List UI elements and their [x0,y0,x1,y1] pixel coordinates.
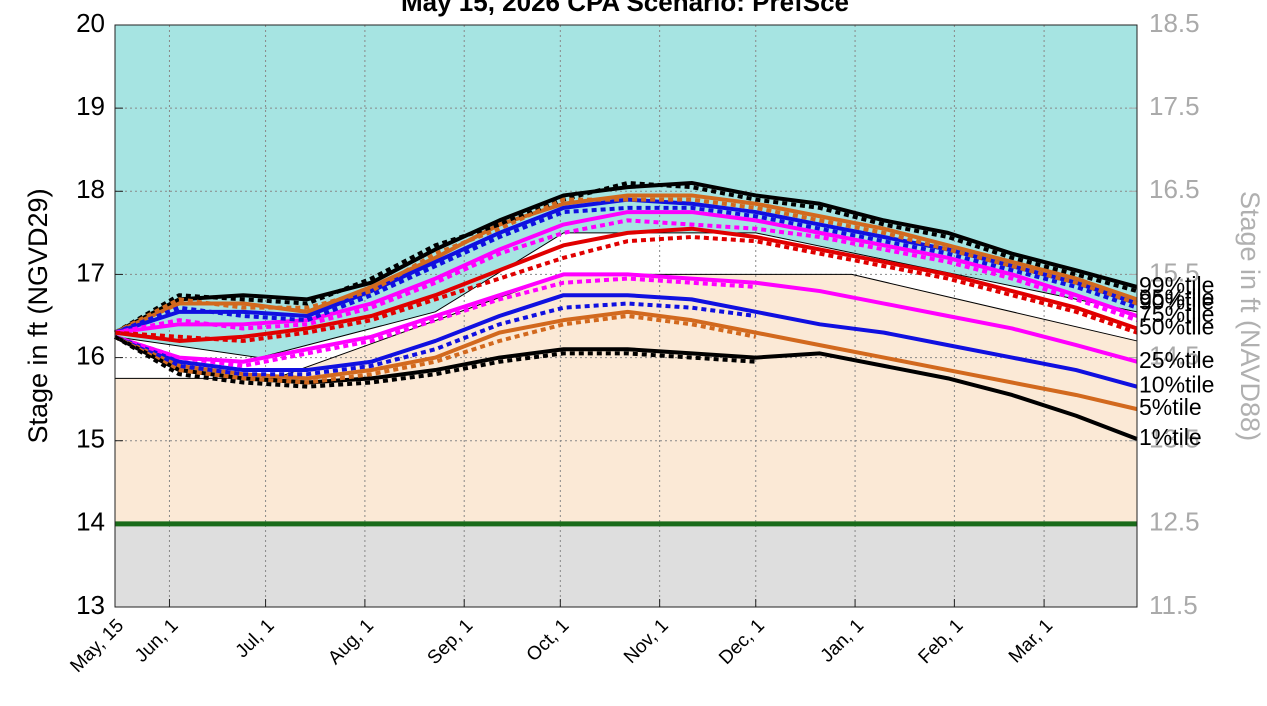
end-label: 95%tile [1139,284,1214,310]
end-label: 50%tile [1139,314,1214,340]
x-tick-label: Feb, 1 [915,615,968,668]
floor-zone [115,523,1137,607]
dashed-line [113,335,756,389]
series-line [114,293,1138,389]
y2-tick-label: 15.5 [1149,257,1200,287]
plot-frame [114,24,1138,608]
lower-zone [115,274,1137,524]
y-tick-label: 18 [76,174,105,204]
x-tick-label: Dec, 1 [715,615,769,669]
series-line [114,210,1138,335]
chart-title: May 15, 2026 CPA Scenario: PrefSce [401,0,849,17]
dashed-line [114,314,757,385]
y-tick-label: 14 [76,507,105,537]
end-label: 99%tile [1139,272,1214,298]
dashed-line [113,180,1138,335]
series-line [114,226,1138,343]
end-label: 1%tile [1139,424,1202,450]
y-tick-label: 16 [76,340,105,370]
end-label: 5%tile [1139,394,1202,420]
y-tick-label: 19 [76,91,105,121]
y-tick-label: 13 [76,590,105,620]
end-label: 25%tile [1139,347,1214,373]
x-tick-label: Sep, 1 [424,615,478,669]
series-line [114,193,1138,335]
y2-tick-label: 11.5 [1149,590,1198,620]
y2-tick-label: 14.5 [1149,340,1200,370]
y-tick-label: 20 [76,8,105,38]
dashed-line [114,205,1138,335]
dashed-line [114,276,756,368]
y2-tick-label: 18.5 [1149,8,1200,38]
dashed-line [114,235,1138,343]
y-tick-label: 15 [76,424,105,454]
dashed-line [114,301,757,377]
y2-axis-label: Stage in ft (NAVD88) [1235,191,1265,441]
y2-tick-label: 13.5 [1149,424,1200,454]
end-label: 75%tile [1139,301,1214,327]
x-tick-label: Oct, 1 [523,615,574,666]
series-line [114,309,1138,412]
y2-tick-label: 12.5 [1149,507,1200,537]
dashed-line [114,197,1138,335]
series-line [114,335,1138,441]
x-tick-label: Mar, 1 [1005,615,1057,667]
y-axis-label: Stage in ft (NGVD29) [23,188,53,443]
x-tick-label: Jul, 1 [232,615,279,662]
dashed-line [114,218,1138,335]
end-label: 10%tile [1139,372,1214,398]
x-tick-label: Nov, 1 [620,615,673,668]
series-line [114,180,1138,335]
y2-tick-label: 17.5 [1149,91,1200,121]
x-tick-label: Jan, 1 [817,615,868,666]
end-label: 90%tile [1139,289,1214,315]
y-tick-label: 17 [76,257,105,287]
x-tick-label: May, 15 [66,615,128,677]
y2-tick-label: 16.5 [1149,174,1200,204]
x-tick-label: Aug, 1 [324,615,378,669]
x-tick-label: Jun, 1 [131,615,182,666]
series-line [114,272,1138,364]
